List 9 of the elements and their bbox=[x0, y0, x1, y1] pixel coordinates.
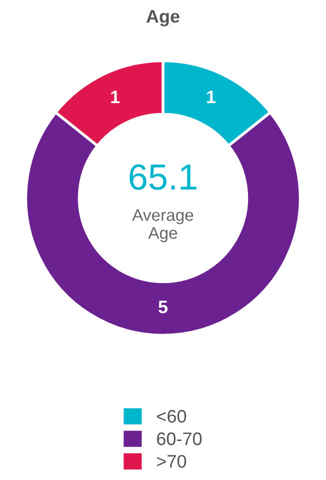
legend-label: >70 bbox=[157, 454, 186, 468]
text: 65.1 bbox=[130, 164, 196, 190]
data-label: 1 bbox=[207, 90, 216, 104]
legend-label: 60-70 bbox=[157, 432, 202, 446]
text: Average Age bbox=[132, 209, 194, 242]
data-label: 1 bbox=[111, 90, 120, 104]
chart-title: Age bbox=[146, 10, 180, 26]
legend-label: <60 bbox=[157, 410, 186, 423]
data-label: 5 bbox=[158, 300, 168, 314]
